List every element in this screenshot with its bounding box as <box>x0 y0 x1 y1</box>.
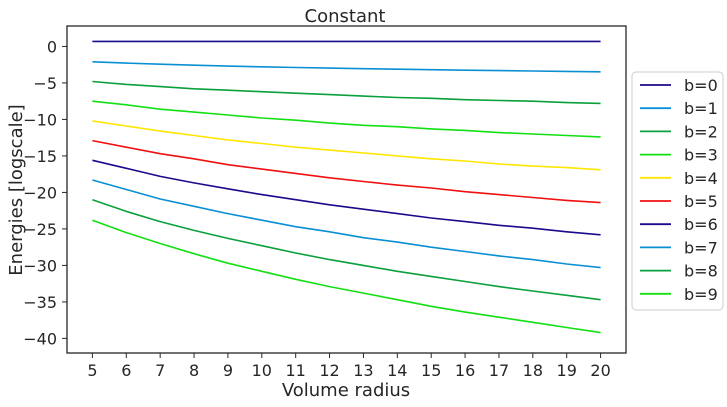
y-tick-label: −35 <box>23 293 57 312</box>
x-tick-label: 8 <box>189 361 199 380</box>
x-tick-label: 15 <box>421 361 441 380</box>
legend-item: b=4 <box>640 169 718 188</box>
series-line-b=4 <box>92 120 601 171</box>
y-tick-label: 0 <box>47 37 57 56</box>
legend-item: b=3 <box>640 146 718 165</box>
x-tick-label: 5 <box>87 361 97 380</box>
legend-label: b=1 <box>684 99 718 118</box>
x-tick-label: 7 <box>155 361 165 380</box>
y-tick-label: −5 <box>33 74 57 93</box>
series-lines <box>92 40 601 334</box>
legend-item: b=2 <box>640 122 718 141</box>
x-tick-label: 16 <box>455 361 475 380</box>
legend-item: b=0 <box>640 76 718 95</box>
series-line-b=2 <box>92 80 601 105</box>
x-tick-label: 18 <box>523 361 543 380</box>
legend-label: b=9 <box>684 285 718 304</box>
x-tick-label: 12 <box>319 361 339 380</box>
legend-label: b=3 <box>684 146 718 165</box>
legend-label: b=8 <box>684 262 718 281</box>
y-axis: 0 −5 −10 −15 −20 −25 −30 −35 −40 <box>23 37 67 348</box>
x-axis: 5 6 7 8 9 10 11 12 13 14 15 16 17 18 19 20 <box>87 353 611 380</box>
legend-item: b=7 <box>640 238 718 257</box>
series-line-b=8 <box>92 198 601 301</box>
legend-label: b=4 <box>684 169 718 188</box>
legend-label: b=2 <box>684 122 718 141</box>
series-line-b=1 <box>92 61 601 73</box>
y-tick-label: −25 <box>23 220 57 239</box>
legend-item: b=8 <box>640 262 718 281</box>
y-tick-label: −40 <box>23 329 57 348</box>
x-tick-label: 20 <box>590 361 610 380</box>
y-tick-label: −15 <box>23 147 57 166</box>
legend-item: b=9 <box>640 285 718 304</box>
series-line-b=3 <box>92 100 601 138</box>
series-line-b=7 <box>92 179 601 269</box>
x-tick-label: 10 <box>252 361 272 380</box>
legend-label: b=0 <box>684 76 718 95</box>
legend-item: b=1 <box>640 99 718 118</box>
y-tick-label: −10 <box>23 110 57 129</box>
x-tick-label: 6 <box>121 361 131 380</box>
x-tick-label: 14 <box>387 361 407 380</box>
x-axis-label: Volume radius <box>282 380 410 401</box>
legend-item: b=6 <box>640 215 718 234</box>
plot-area <box>66 25 627 354</box>
x-tick-label: 9 <box>223 361 233 380</box>
y-tick-label: −30 <box>23 256 57 275</box>
legend-label: b=7 <box>684 238 718 257</box>
series-line-b=5 <box>92 139 601 204</box>
chart-title: Constant <box>305 6 386 27</box>
x-tick-label: 11 <box>286 361 306 380</box>
x-tick-label: 13 <box>353 361 373 380</box>
legend-label: b=5 <box>684 192 718 211</box>
series-line-b=6 <box>92 159 601 236</box>
legend-label: b=6 <box>684 215 718 234</box>
series-line-b=9 <box>92 219 601 334</box>
y-tick-label: −20 <box>23 183 57 202</box>
x-tick-label: 19 <box>557 361 577 380</box>
y-axis-label: Energies [logscale] <box>6 104 27 275</box>
legend: b=0 b=1 b=2 b=3 b=4 b=5 b=6 b=7 b=8 b=9 <box>631 71 724 311</box>
x-tick-label: 17 <box>489 361 509 380</box>
legend-item: b=5 <box>640 192 718 211</box>
